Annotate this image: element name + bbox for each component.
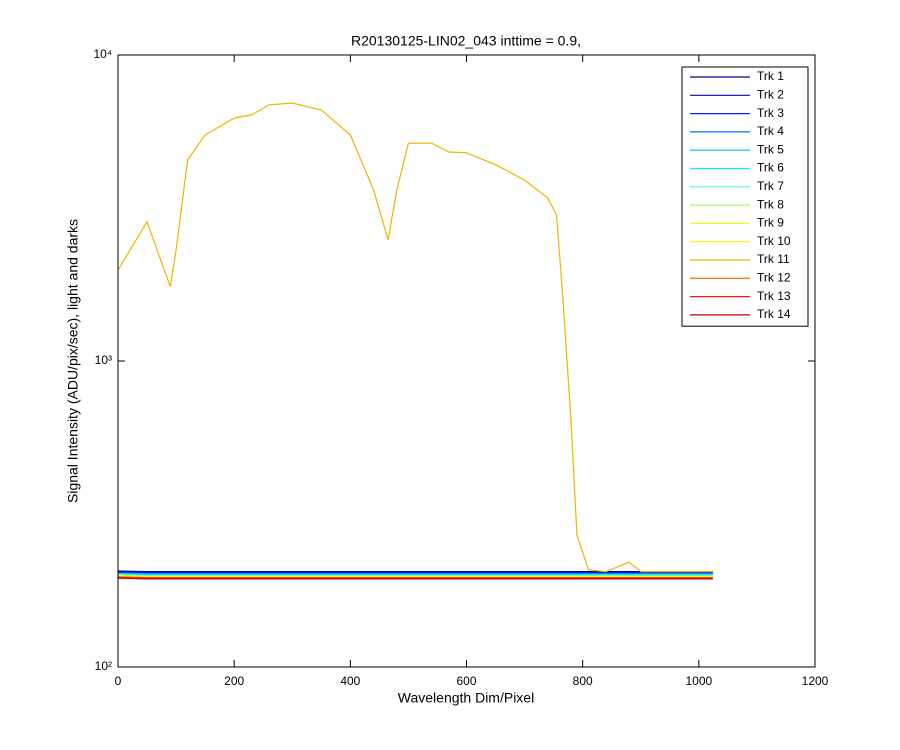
series-line (117, 574, 713, 577)
series-line (117, 576, 713, 579)
legend-label: Trk 1 (757, 69, 784, 83)
chart-title: R20130125-LIN02_043 inttime = 0.9, (351, 33, 581, 49)
series-line (117, 574, 713, 577)
x-tick-label: 1200 (802, 674, 829, 688)
series-line (117, 577, 713, 579)
legend-label: Trk 5 (757, 142, 784, 156)
x-tick-label: 1000 (685, 674, 712, 688)
series-line (117, 102, 713, 573)
legend-label: Trk 13 (757, 289, 791, 303)
series-line (117, 571, 713, 574)
series-line (117, 570, 713, 573)
legend-label: Trk 3 (757, 106, 784, 120)
y-axis-label: Signal Intensity (ADU/pix/sec), light an… (65, 219, 81, 503)
legend-label: Trk 10 (757, 234, 791, 248)
x-tick-label: 600 (456, 674, 476, 688)
y-tick-label: 10² (95, 659, 112, 673)
legend-label: Trk 9 (757, 216, 784, 230)
series-line (117, 577, 713, 580)
series-line (117, 573, 713, 576)
legend-label: Trk 6 (757, 161, 784, 175)
x-tick-label: 400 (340, 674, 360, 688)
legend-label: Trk 11 (757, 252, 790, 266)
x-tick-label: 0 (115, 674, 122, 688)
series-line (117, 573, 713, 575)
x-axis-label: Wavelength Dim/Pixel (398, 690, 534, 706)
series-line (117, 575, 713, 578)
legend-label: Trk 12 (757, 270, 791, 284)
legend-label: Trk 2 (757, 87, 784, 101)
x-tick-label: 200 (224, 674, 244, 688)
series-line (117, 571, 713, 573)
x-tick-label: 800 (573, 674, 593, 688)
legend-label: Trk 14 (757, 307, 791, 321)
legend-label: Trk 4 (757, 124, 784, 138)
axes-box (117, 54, 816, 668)
series-line (117, 572, 713, 575)
legend-label: Trk 8 (757, 197, 784, 211)
y-tick-label: 10⁴ (93, 47, 112, 61)
y-tick-label: 10³ (95, 353, 112, 367)
legend-label: Trk 7 (757, 179, 784, 193)
legend-box (681, 66, 809, 327)
